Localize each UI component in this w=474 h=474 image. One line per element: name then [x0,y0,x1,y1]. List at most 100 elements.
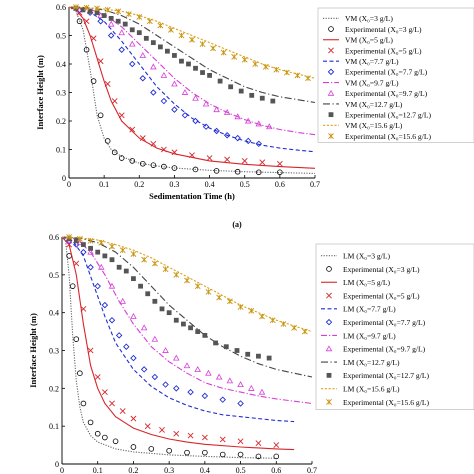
data-point [76,235,83,242]
series-line [69,6,316,153]
data-point [80,305,87,312]
data-point [167,26,174,33]
data-point [151,260,158,267]
legend-marker [325,318,333,326]
data-point [192,117,199,125]
data-point [305,75,311,82]
x-tick-label: 0.6 [271,466,281,474]
data-point [237,381,244,388]
data-point [234,168,241,175]
data-point [244,137,252,145]
y-axis-label: Interface Height (m) [28,313,38,388]
data-point [98,239,105,246]
data-point [81,242,86,247]
data-point [73,336,80,342]
data-point [90,78,97,84]
data-point [129,60,136,68]
data-point [108,282,116,289]
data-point [162,381,169,388]
data-point [83,4,90,11]
data-point [109,400,115,407]
data-point [283,69,290,76]
x-tick-label: 0.3 [164,466,174,474]
data-point [201,434,208,441]
data-point [80,248,87,256]
data-point [83,46,90,53]
data-point [213,168,220,174]
data-point [101,301,109,309]
legend-marker [328,26,334,32]
data-point [223,344,229,350]
data-point [200,70,205,75]
data-point [226,298,233,305]
data-point [189,152,195,159]
data-point [219,396,226,403]
data-point [273,442,280,449]
data-point [136,30,142,36]
data-point [152,298,158,304]
data-point [181,112,189,119]
data-point [187,388,194,396]
data-point [148,446,155,452]
data-point [173,430,180,437]
data-point [188,325,193,331]
data-point [94,282,101,290]
data-point [98,263,105,270]
data-point [108,16,114,21]
data-point [150,140,157,147]
data-point [104,6,111,13]
data-point [77,370,83,377]
data-point [101,389,108,396]
data-point [83,18,90,25]
legend-label: LM (X₀=3 g/L) [343,251,390,260]
series-line [69,6,316,169]
data-point [249,92,255,98]
data-point [280,321,287,327]
data-point [181,321,186,327]
data-point [237,400,244,407]
data-point [119,297,126,304]
y-tick-label: 0.3 [56,89,66,98]
data-point [119,408,126,414]
data-point [112,438,119,445]
data-point [76,18,83,25]
legend-box [315,243,474,410]
data-point [107,32,115,39]
data-point [107,20,115,27]
data-point [80,400,87,407]
y-tick-label: 0.3 [49,347,59,356]
legend-label: Experimental (X₀=9.7 g/L) [343,345,426,354]
data-point [118,29,125,36]
data-point [255,453,262,460]
data-point [213,106,220,113]
data-point [161,163,167,170]
data-point [234,348,240,353]
data-point [87,419,94,426]
data-point [104,138,111,144]
data-point [210,45,217,52]
data-point [118,46,125,53]
plot-area [69,4,316,176]
data-point [138,283,143,289]
data-point [160,146,167,153]
data-point [157,44,163,50]
y-tick-label: 0 [62,174,66,183]
data-point [219,451,226,458]
panel-a-caption: (a) [232,220,242,229]
data-point [151,373,159,381]
series-line [62,236,313,405]
series-line [69,6,316,174]
data-point [115,18,121,24]
data-point [219,436,226,443]
y-tick-label: 0.5 [56,32,66,41]
data-point [266,123,273,130]
legend-label: Experimental (X₀=12.7 g/L) [343,371,429,380]
legend-label: Experimental (X₀=7.7 g/L) [345,68,428,77]
data-point [184,449,190,456]
y-tick-label: 0.5 [49,271,59,280]
legend-label: VM (X₀=12.7 g/L) [345,100,403,109]
data-point [111,98,118,104]
data-point [237,438,244,445]
data-point [130,444,137,450]
data-point [139,52,147,58]
